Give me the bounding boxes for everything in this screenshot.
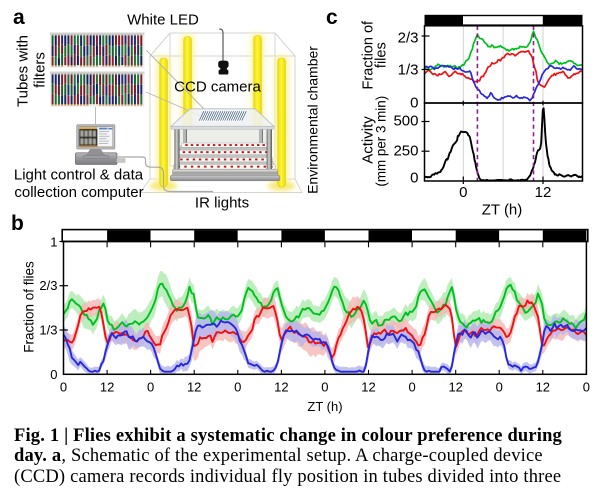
- svg-text:12: 12: [448, 380, 462, 395]
- svg-text:0: 0: [60, 380, 67, 395]
- svg-text:ZT (h): ZT (h): [482, 202, 523, 219]
- svg-text:0: 0: [321, 380, 328, 395]
- svg-text:c: c: [326, 6, 338, 29]
- svg-text:1/3: 1/3: [398, 62, 419, 79]
- svg-text:(mm per 3 min): (mm per 3 min): [374, 96, 389, 187]
- svg-text:CCD camera: CCD camera: [174, 78, 261, 95]
- svg-text:Environmental chamber: Environmental chamber: [305, 46, 321, 194]
- svg-text:12: 12: [361, 380, 375, 395]
- svg-text:250: 250: [393, 143, 418, 160]
- svg-text:12: 12: [187, 380, 201, 395]
- svg-text:0: 0: [496, 380, 503, 395]
- svg-text:0: 0: [234, 380, 241, 395]
- svg-text:Fraction of: Fraction of: [361, 20, 377, 89]
- svg-text:filters: filters: [32, 52, 49, 88]
- svg-text:0: 0: [583, 380, 590, 395]
- svg-text:collection computer: collection computer: [14, 184, 143, 201]
- svg-text:Activity: Activity: [360, 116, 377, 164]
- svg-text:ZT (h): ZT (h): [307, 399, 342, 414]
- svg-text:0: 0: [410, 170, 418, 187]
- svg-text:Tubes with: Tubes with: [15, 35, 32, 107]
- svg-text:1: 1: [50, 235, 57, 250]
- svg-text:2/3: 2/3: [398, 30, 419, 47]
- svg-text:0: 0: [410, 95, 418, 112]
- svg-text:12: 12: [100, 380, 114, 395]
- svg-text:b: b: [11, 212, 24, 235]
- svg-text:0: 0: [147, 380, 154, 395]
- svg-text:1/3: 1/3: [39, 323, 57, 338]
- svg-text:a: a: [13, 6, 25, 29]
- svg-text:White LED: White LED: [127, 11, 199, 28]
- svg-text:0: 0: [459, 184, 467, 201]
- svg-text:12: 12: [535, 184, 552, 201]
- svg-text:12: 12: [274, 380, 288, 395]
- svg-text:Fraction of flies: Fraction of flies: [22, 261, 37, 353]
- svg-text:0: 0: [50, 367, 57, 382]
- svg-text:0: 0: [408, 380, 415, 395]
- svg-text:2/3: 2/3: [39, 278, 57, 293]
- svg-text:500: 500: [393, 113, 418, 130]
- svg-text:12: 12: [536, 380, 550, 395]
- svg-text:IR lights: IR lights: [195, 194, 249, 211]
- svg-text:files: files: [374, 42, 390, 68]
- svg-text:Light control & data: Light control & data: [14, 167, 144, 184]
